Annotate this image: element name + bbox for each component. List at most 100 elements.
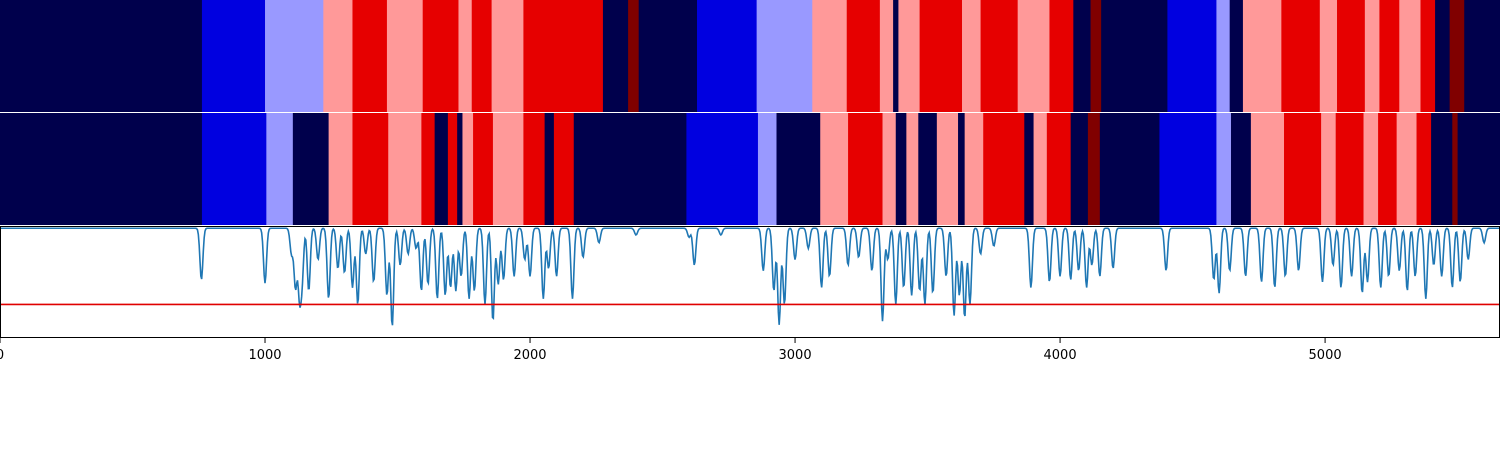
track-1-segment-37 <box>1364 0 1380 112</box>
track-2-segment-50 <box>1457 113 1500 225</box>
track-1-segment-16 <box>812 0 848 112</box>
track-1-segment-39 <box>1399 0 1421 112</box>
track-2-segment-24 <box>895 113 907 225</box>
track-1-segment-18 <box>879 0 894 112</box>
x-tick-label-5000: 5000 <box>1309 348 1342 363</box>
x-tick-label-4000: 4000 <box>1044 348 1077 363</box>
track-2-segment-12 <box>473 113 494 225</box>
track-1-segment-27 <box>1090 0 1102 112</box>
track-1-segment-10 <box>523 0 604 112</box>
track-1-segment-28 <box>1101 0 1168 112</box>
track-2-segment-48 <box>1431 113 1453 225</box>
track-1-segment-25 <box>1049 0 1074 112</box>
track-1-segment-31 <box>1229 0 1244 112</box>
track-2-segment-32 <box>1033 113 1048 225</box>
track-1-segment-17 <box>846 0 881 112</box>
track-1-segment-9 <box>491 0 524 112</box>
track-2-segment-20 <box>776 113 821 225</box>
track-1-segment-36 <box>1337 0 1366 112</box>
track-2-segment-37 <box>1159 113 1217 225</box>
track-1-segment-32 <box>1242 0 1250 112</box>
track-1-segment-30 <box>1216 0 1231 112</box>
line-panel-background <box>0 226 1500 338</box>
track-2-segment-26 <box>918 113 938 225</box>
track-2-segment-44 <box>1363 113 1379 225</box>
track-2-segment-39 <box>1231 113 1252 225</box>
track-1-segment-0 <box>0 0 203 112</box>
track-2-segment-21 <box>820 113 849 225</box>
track-1-segment-23 <box>980 0 1019 112</box>
track-2-segment-6 <box>388 113 422 225</box>
track-2-segment-23 <box>882 113 897 225</box>
signal-line <box>0 227 1500 326</box>
track-1-segment-14 <box>697 0 758 112</box>
track-2-segment-0 <box>0 113 203 225</box>
track-2-segment-34 <box>1070 113 1089 225</box>
track-1-segment-11 <box>602 0 629 112</box>
track-2-segment-1 <box>201 113 267 225</box>
track-2-segment-14 <box>523 113 546 225</box>
track-2-segment-13 <box>492 113 524 225</box>
track-1-segment-29 <box>1167 0 1217 112</box>
state-track-2 <box>0 113 1500 225</box>
track-1-segment-2 <box>265 0 324 112</box>
track-2-segment-47 <box>1416 113 1432 225</box>
track-1-segment-34 <box>1281 0 1321 112</box>
track-1-segment-13 <box>638 0 698 112</box>
x-tick-label-1000: 1000 <box>248 348 281 363</box>
track-1-segment-20 <box>898 0 921 112</box>
track-2-segment-18 <box>686 113 759 225</box>
track-1-segment-33 <box>1249 0 1282 112</box>
track-2-segment-42 <box>1321 113 1337 225</box>
track-1-segment-12 <box>628 0 640 112</box>
track-1-segment-22 <box>962 0 981 112</box>
track-2-segment-43 <box>1335 113 1364 225</box>
track-2-segment-22 <box>848 113 883 225</box>
x-tick-label-3000: 3000 <box>779 348 812 363</box>
line-panel <box>0 226 1500 338</box>
track-2-segment-33 <box>1046 113 1072 225</box>
track-2-segment-25 <box>906 113 919 225</box>
track-2-segment-41 <box>1284 113 1322 225</box>
track-2-segment-4 <box>328 113 353 225</box>
track-2-segment-16 <box>553 113 575 225</box>
track-2-segment-8 <box>434 113 449 225</box>
track-1-segment-21 <box>919 0 963 112</box>
track-1-segment-41 <box>1435 0 1451 112</box>
track-2-segment-45 <box>1378 113 1398 225</box>
track-2-segment-40 <box>1250 113 1285 225</box>
track-1-segment-24 <box>1017 0 1050 112</box>
track-2-segment-49 <box>1452 113 1458 225</box>
track-1-segment-43 <box>1464 0 1500 112</box>
track-2-segment-9 <box>447 113 458 225</box>
track-1-segment-1 <box>201 0 266 112</box>
x-tick-label-0: 0 <box>0 348 4 363</box>
track-2-segment-3 <box>292 113 330 225</box>
track-2-segment-10 <box>457 113 463 225</box>
track-2-segment-2 <box>266 113 294 225</box>
track-2-segment-5 <box>352 113 389 225</box>
track-1-segment-4 <box>352 0 388 112</box>
x-tick-label-2000: 2000 <box>513 348 546 363</box>
track-2-segment-28 <box>958 113 966 225</box>
state-track-1 <box>0 0 1500 112</box>
track-1-segment-26 <box>1073 0 1091 112</box>
track-2-segment-30 <box>983 113 1025 225</box>
track-1-segment-35 <box>1319 0 1338 112</box>
track-2-segment-19 <box>757 113 777 225</box>
track-2-segment-35 <box>1087 113 1101 225</box>
track-1-segment-5 <box>386 0 424 112</box>
track-2-segment-36 <box>1099 113 1160 225</box>
track-1-segment-6 <box>422 0 459 112</box>
track-2-segment-31 <box>1024 113 1034 225</box>
x-axis: 0 1000 2000 3000 4000 5000 <box>0 338 1342 363</box>
track-2-segment-46 <box>1396 113 1417 225</box>
track-1-segment-15 <box>756 0 813 112</box>
track-1-segment-38 <box>1379 0 1400 112</box>
track-2-segment-17 <box>573 113 687 225</box>
track-1-segment-42 <box>1449 0 1465 112</box>
track-1-segment-19 <box>893 0 899 112</box>
track-2-segment-15 <box>544 113 555 225</box>
track-2-segment-38 <box>1216 113 1232 225</box>
